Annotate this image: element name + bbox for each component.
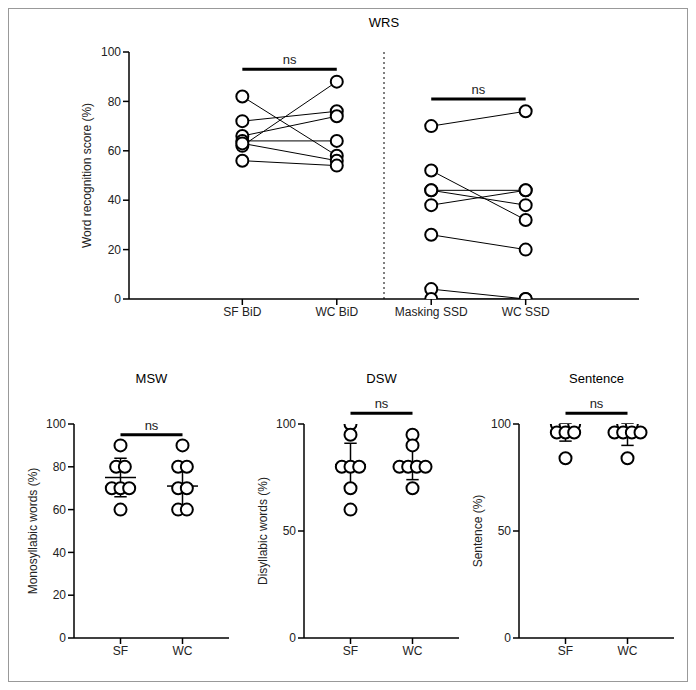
- svg-text:Sentence (%): Sentence (%): [471, 495, 485, 568]
- svg-text:80: 80: [53, 460, 67, 474]
- svg-text:Monosyllabic words (%): Monosyllabic words (%): [26, 468, 40, 595]
- svg-text:SF: SF: [558, 644, 573, 658]
- svg-text:50: 50: [283, 524, 297, 538]
- svg-text:0: 0: [289, 631, 296, 645]
- svg-text:SF: SF: [113, 644, 128, 658]
- svg-text:100: 100: [46, 417, 66, 431]
- svg-text:WC SSD: WC SSD: [502, 305, 550, 319]
- svg-text:ns: ns: [472, 82, 486, 97]
- svg-text:40: 40: [108, 193, 122, 207]
- svg-text:100: 100: [491, 417, 511, 431]
- svg-text:0: 0: [59, 631, 66, 645]
- svg-text:ns: ns: [283, 52, 297, 67]
- html-text:Sentence: Sentence: [569, 371, 624, 386]
- svg-text:60: 60: [53, 503, 67, 517]
- svg-text:0: 0: [114, 292, 121, 306]
- svg-text:WC: WC: [173, 644, 193, 658]
- html-text:MSW: MSW: [135, 371, 168, 386]
- svg-text:SF: SF: [343, 644, 358, 658]
- svg-text:100: 100: [276, 417, 296, 431]
- svg-text:ns: ns: [590, 399, 604, 411]
- svg-text:ns: ns: [375, 399, 389, 411]
- svg-text:WC: WC: [618, 644, 638, 658]
- svg-text:100: 100: [101, 45, 121, 59]
- html-text:DSW: DSW: [366, 371, 397, 386]
- svg-text:Masking SSD: Masking SSD: [395, 305, 468, 319]
- svg-text:80: 80: [108, 95, 122, 109]
- svg-text:50: 50: [498, 524, 512, 538]
- svg-text:Disyllabic words (%): Disyllabic words (%): [256, 477, 270, 585]
- svg-text:SF BiD: SF BiD: [223, 305, 261, 319]
- svg-text:ns: ns: [145, 418, 159, 433]
- svg-text:0: 0: [504, 631, 511, 645]
- html-text:WRS: WRS: [368, 15, 400, 30]
- svg-text:WC: WC: [403, 644, 423, 658]
- svg-text:20: 20: [53, 588, 67, 602]
- svg-text:20: 20: [108, 243, 122, 257]
- svg-text:40: 40: [53, 546, 67, 560]
- svg-text:Word recognition score (%): Word recognition score (%): [80, 103, 94, 248]
- svg-text:WC BiD: WC BiD: [315, 305, 358, 319]
- svg-text:60: 60: [108, 144, 122, 158]
